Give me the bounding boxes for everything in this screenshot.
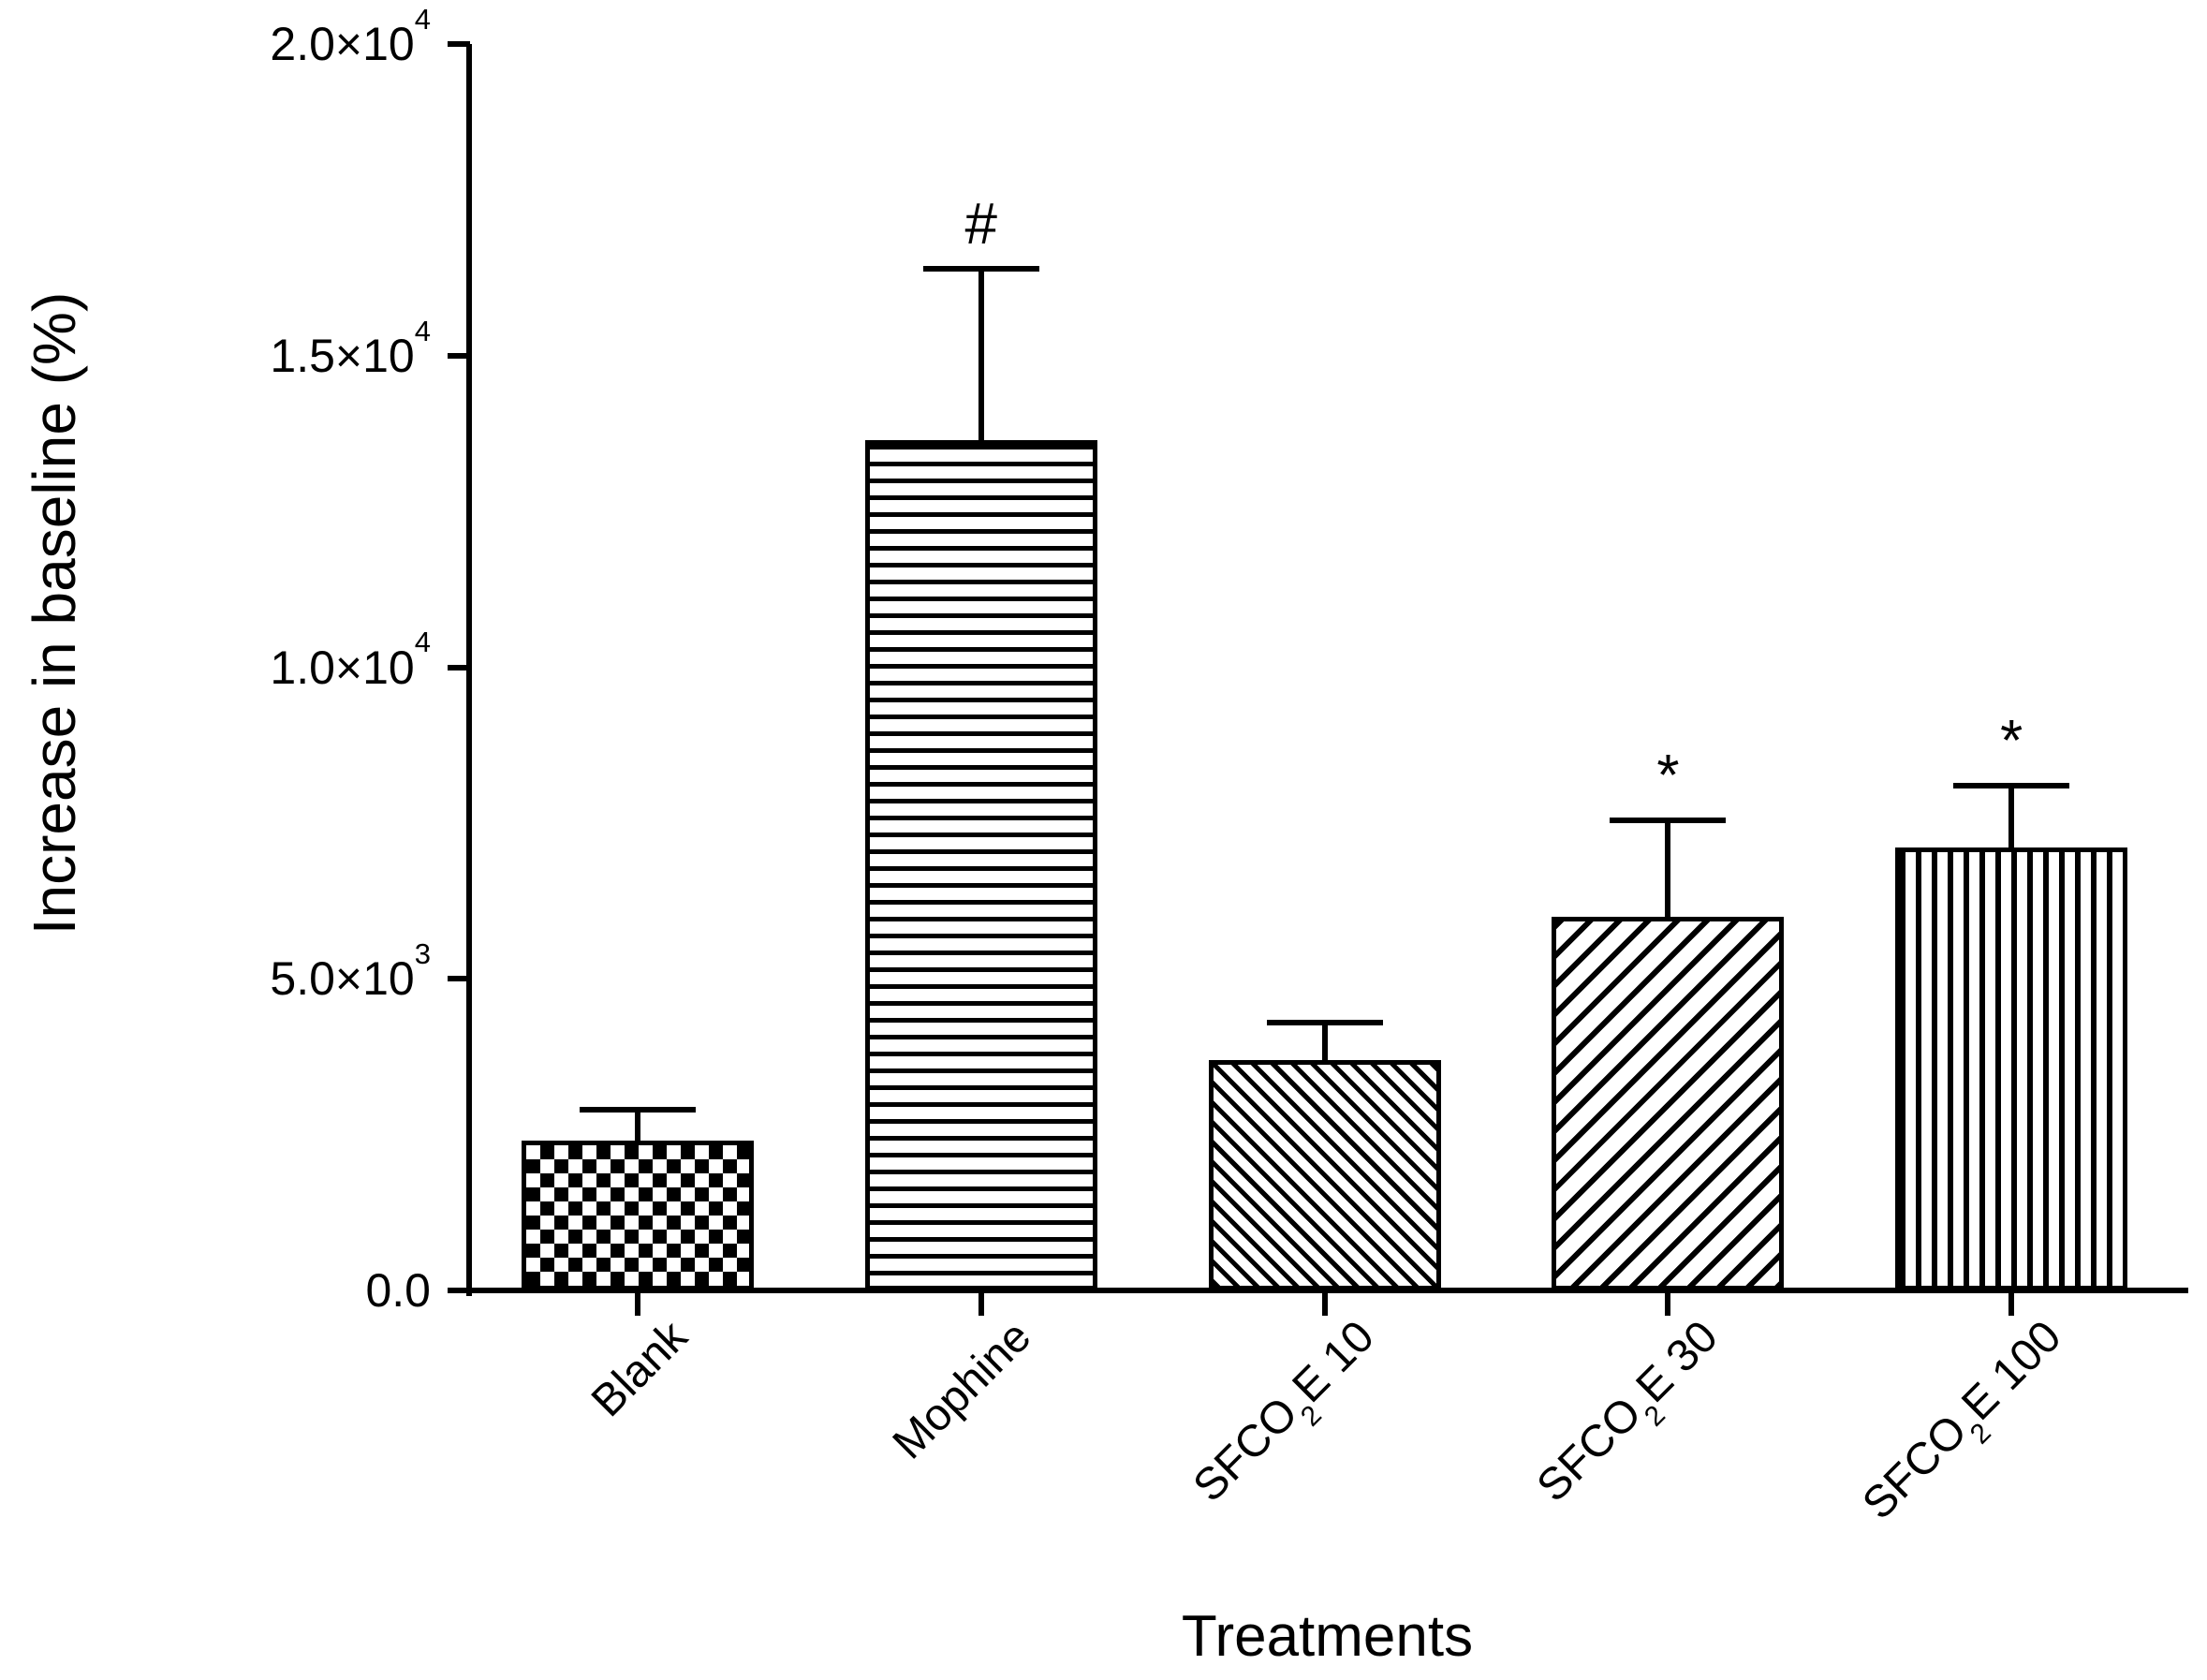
- y-axis-title: Increase in baseline (%): [21, 291, 88, 936]
- error-bar-cap-mophine: [922, 265, 1039, 272]
- y-tick: [448, 1288, 470, 1293]
- significance-mophine: #: [964, 191, 998, 257]
- x-axis-title: Treatments: [1181, 1604, 1474, 1669]
- error-bar-stem-sfco2e-10: [1321, 1022, 1328, 1060]
- error-bar-cap-blank: [580, 1107, 696, 1113]
- error-bar-stem-sfco2e-30: [1665, 819, 1671, 917]
- x-tick-label-sfco2e-100: SFCO2E 100: [1853, 1311, 2071, 1529]
- y-tick-label: 1.0×104: [270, 626, 431, 694]
- significance-sfco2e-100: *: [2000, 708, 2023, 774]
- y-tick: [448, 352, 470, 359]
- x-tick-label-blank: Blank: [581, 1311, 698, 1427]
- x-tick-label-sfco2e-30: SFCO2E 30: [1527, 1311, 1728, 1511]
- y-tick: [448, 41, 470, 47]
- y-axis-line: [466, 44, 472, 1296]
- bar-sfco2e-30: [1552, 916, 1785, 1290]
- bar-mophine: [864, 439, 1097, 1290]
- y-tick: [448, 976, 470, 982]
- bar-blank: [522, 1141, 754, 1290]
- x-tick-sfco2e-10: [1321, 1293, 1328, 1316]
- y-tick-label: 0.0: [365, 1264, 431, 1317]
- error-bar-cap-sfco2e-100: [1953, 782, 2070, 788]
- x-tick-sfco2e-30: [1665, 1293, 1671, 1316]
- error-bar-cap-sfco2e-30: [1610, 817, 1727, 823]
- y-tick-label: 1.5×104: [270, 314, 431, 382]
- error-bar-stem-sfco2e-100: [2008, 785, 2015, 848]
- error-bar-stem-blank: [635, 1110, 640, 1142]
- x-axis-line: [466, 1288, 2188, 1293]
- y-tick: [448, 664, 470, 671]
- y-tick-label: 2.0×104: [270, 2, 431, 70]
- x-tick-mophine: [978, 1293, 984, 1316]
- bar-sfco2e-10: [1208, 1059, 1441, 1290]
- y-tick-label: 5.0×103: [270, 937, 431, 1006]
- x-tick-blank: [635, 1293, 640, 1316]
- error-bar-cap-sfco2e-10: [1266, 1019, 1383, 1025]
- x-tick-label-mophine: Mophine: [883, 1311, 1040, 1469]
- significance-sfco2e-30: *: [1656, 743, 1680, 808]
- bar-sfco2e-100: [1895, 847, 2128, 1290]
- x-tick-label-sfco2e-10: SFCO2E 10: [1184, 1311, 1384, 1511]
- error-bar-stem-mophine: [978, 268, 984, 440]
- x-tick-sfco2e-100: [2008, 1293, 2015, 1316]
